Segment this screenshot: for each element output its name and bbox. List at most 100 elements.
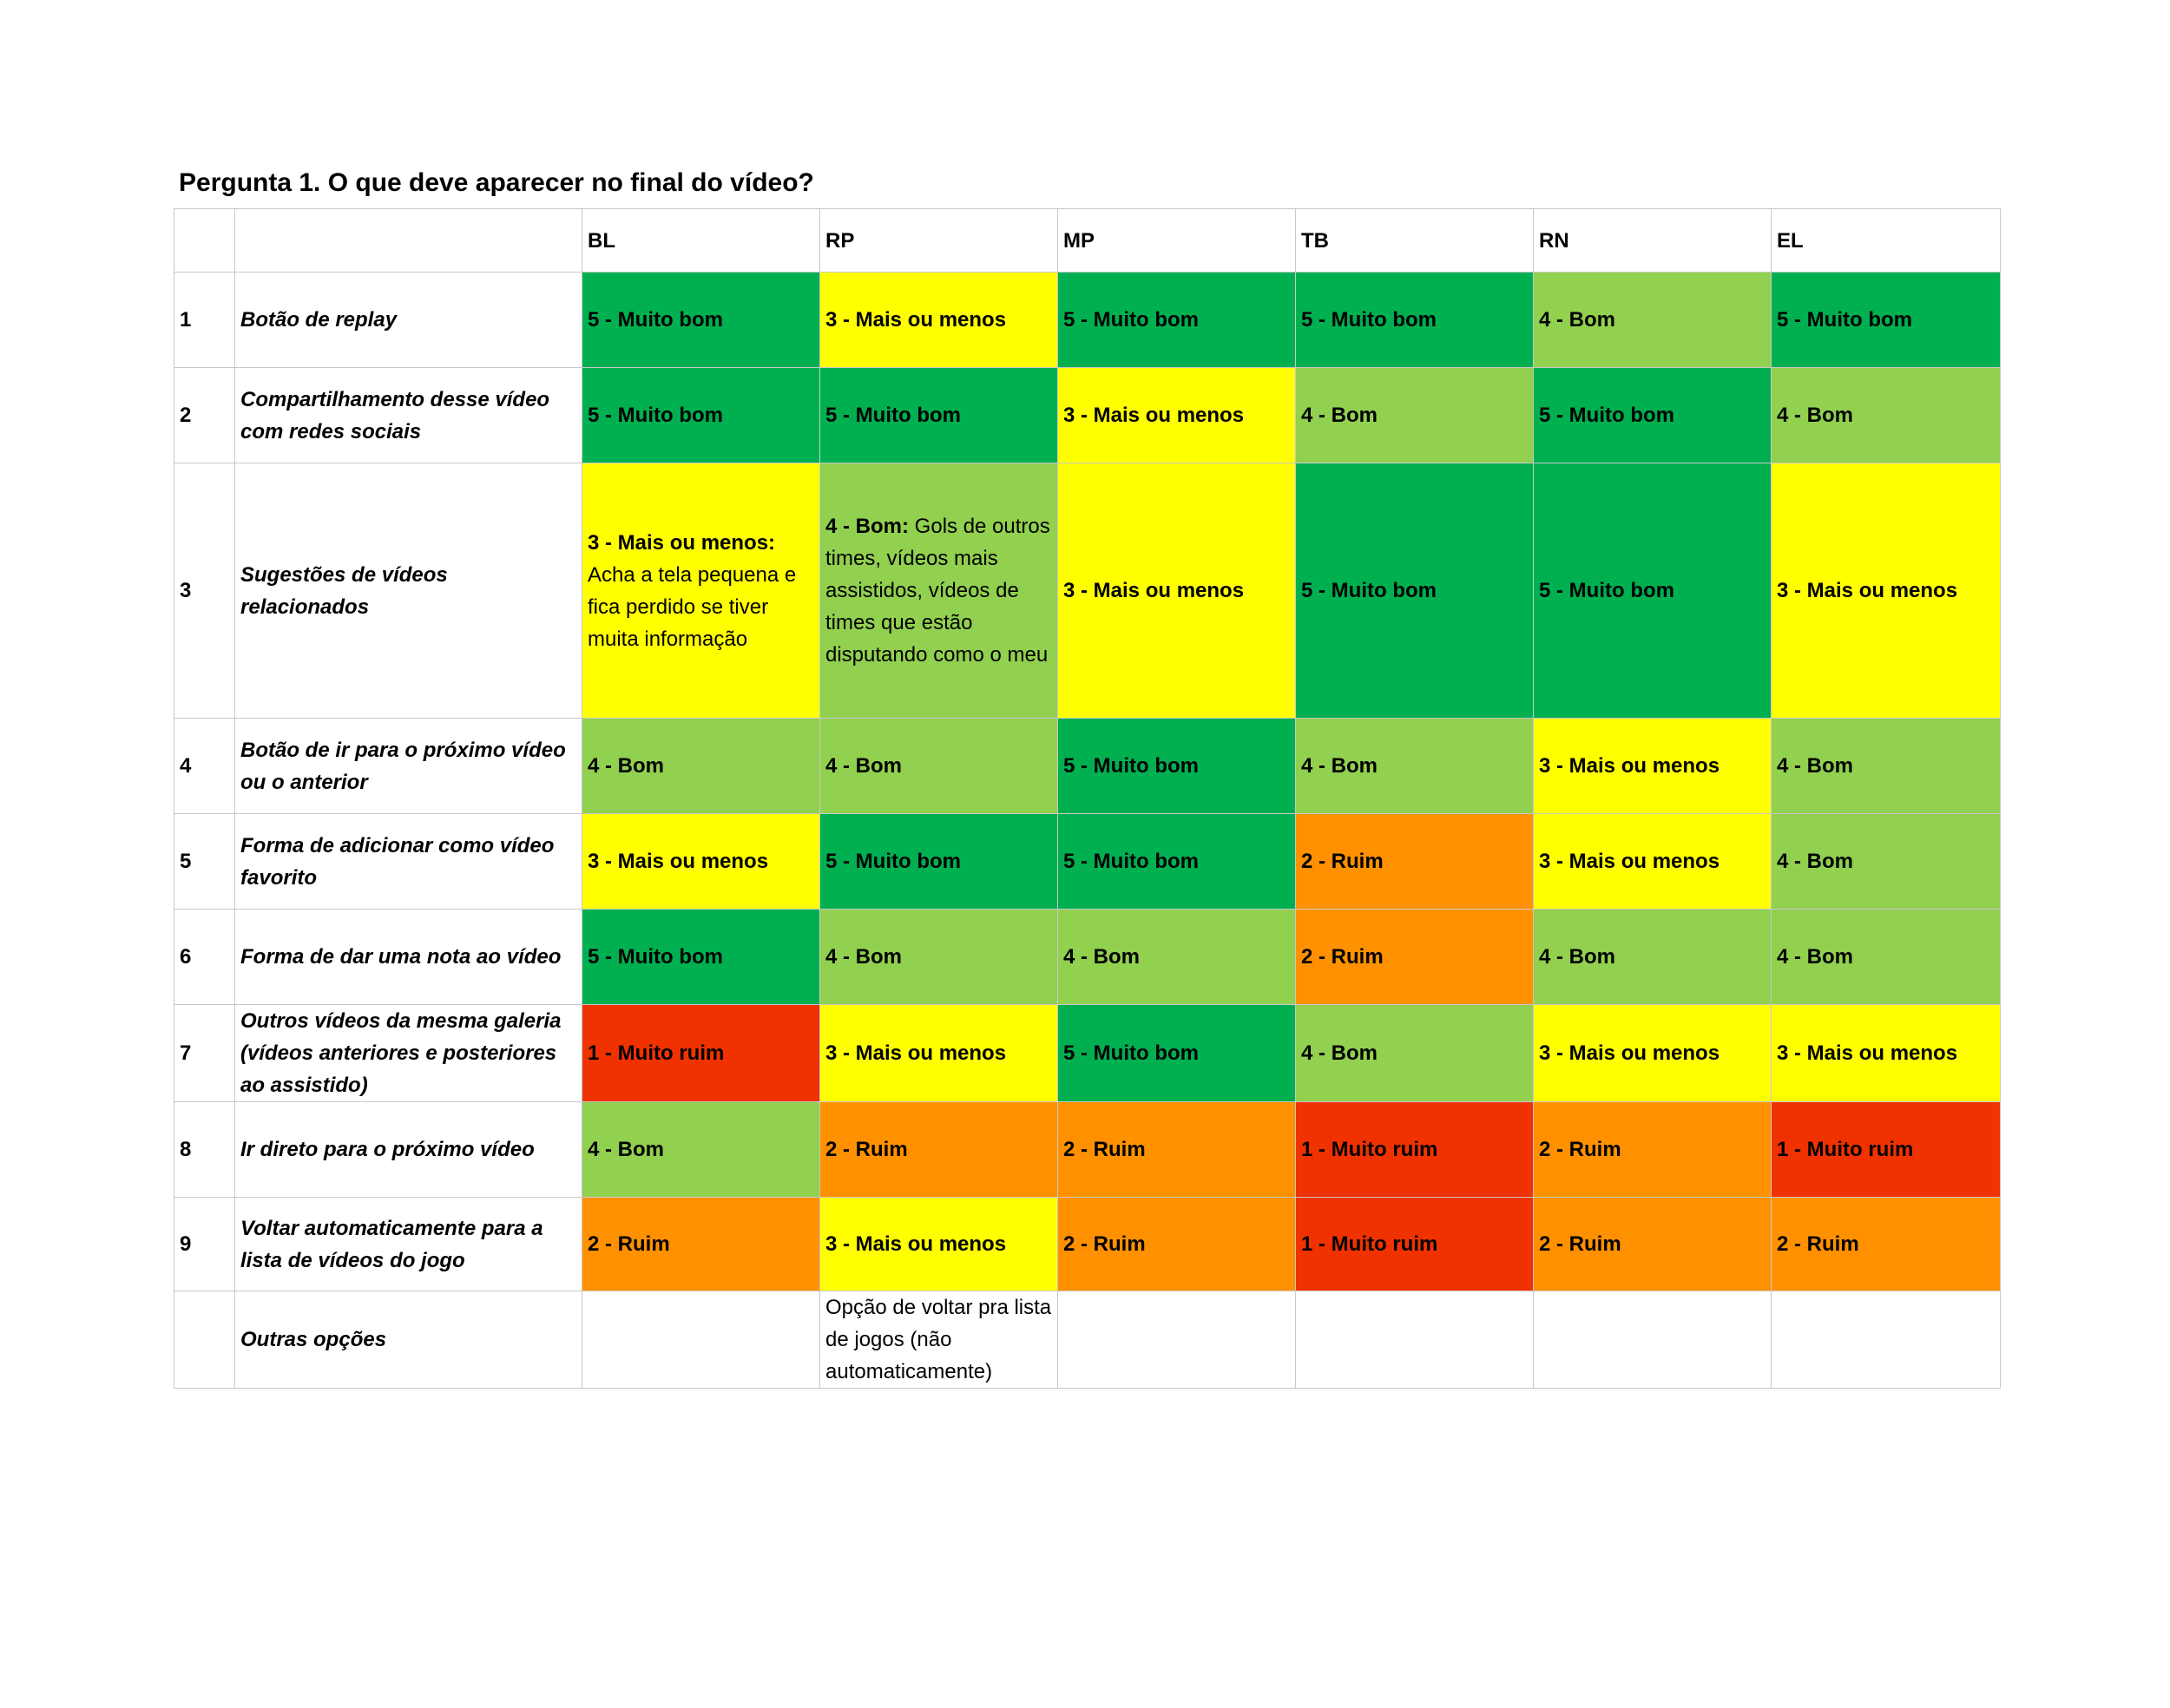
rating-cell: 1 - Muito ruim [1295, 1197, 1534, 1291]
rating-label: 4 - Bom [1063, 945, 1141, 969]
other-option-cell [1295, 1291, 1534, 1389]
rating-cell: 5 - Muito bom [1057, 718, 1296, 814]
rating-label: 5 - Muito bom [1539, 404, 1674, 427]
rating-cell: 5 - Muito bom [819, 367, 1058, 463]
table-row: 5 Forma de adicionar como vídeo favorito 3… [174, 813, 2001, 910]
rating-cell: 2 - Ruim [1295, 909, 1534, 1005]
rating-cell: 3 - Mais ou menos: Acha a tela pequena e… [582, 463, 820, 719]
rating-label: 2 - Ruim [1539, 1138, 1621, 1161]
rating-label: 3 - Mais ou menos [825, 1232, 1007, 1256]
question-label: Botão de ir para o próximo vídeo ou o an… [234, 718, 582, 814]
rating-cell: 4 - Bom [1057, 909, 1296, 1005]
row-number [174, 1291, 235, 1389]
row-number: 8 [174, 1101, 235, 1198]
rating-cell: 3 - Mais ou menos [1057, 463, 1296, 719]
rating-cell: 4 - Bom [819, 718, 1058, 814]
table-body: BL RP MP TB RN EL 1 Botão de replay 5 - Mu… [174, 208, 2001, 1389]
row-number: 9 [174, 1197, 235, 1291]
rating-label: 1 - Muito ruim [1777, 1138, 1914, 1161]
row-number: 3 [174, 463, 235, 719]
row-number: 4 [174, 718, 235, 814]
table-row: 7 Outros vídeos da mesma galeria (vídeos … [174, 1004, 2001, 1102]
column-header: MP [1057, 208, 1296, 273]
rating-cell: 2 - Ruim [1057, 1197, 1296, 1291]
rating-cell: 3 - Mais ou menos [1771, 1004, 2001, 1102]
row-number: 1 [174, 272, 235, 368]
rating-label: 3 - Mais ou menos [825, 308, 1007, 332]
rating-label: 5 - Muito bom [1063, 308, 1199, 332]
rating-label: 4 - Bom: [825, 515, 909, 538]
table-row: 3 Sugestões de vídeos relacionados 3 - Mai… [174, 463, 2001, 719]
rating-label: 4 - Bom [1539, 308, 1616, 332]
rating-label: 3 - Mais ou menos [1777, 1041, 1958, 1065]
column-header: RN [1533, 208, 1772, 273]
rating-label: 5 - Muito bom [1539, 579, 1674, 602]
rating-label: 3 - Mais ou menos [1063, 579, 1245, 602]
rating-label: 2 - Ruim [1777, 1232, 1859, 1256]
rating-label: 3 - Mais ou menos [1539, 850, 1720, 873]
rating-cell: 4 - Bom [1771, 909, 2001, 1005]
rating-label: 4 - Bom [1777, 404, 1854, 427]
question-label: Sugestões de vídeos relacionados [234, 463, 582, 719]
rating-cell: 1 - Muito ruim [582, 1004, 820, 1102]
rating-note: Gols de outros times, vídeos mais assist… [825, 515, 1050, 667]
rating-cell: 2 - Ruim [819, 1101, 1058, 1198]
rating-label: 2 - Ruim [1063, 1138, 1146, 1161]
other-option-cell [1533, 1291, 1772, 1389]
rating-label: 4 - Bom [1301, 404, 1378, 427]
rating-cell: 5 - Muito bom [1295, 463, 1534, 719]
rating-label: 2 - Ruim [825, 1138, 908, 1161]
other-option-cell [1771, 1291, 2001, 1389]
rating-cell: 4 - Bom [1533, 909, 1772, 1005]
rating-cell: 5 - Muito bom [582, 909, 820, 1005]
rating-cell: 5 - Muito bom [1057, 1004, 1296, 1102]
question-label: Ir direto para o próximo vídeo [234, 1101, 582, 1198]
rating-cell: 4 - Bom [819, 909, 1058, 1005]
rating-label: 3 - Mais ou menos [1777, 579, 1958, 602]
rating-cell: 5 - Muito bom [582, 272, 820, 368]
question-label: Outras opções [234, 1291, 582, 1389]
column-header: RP [819, 208, 1058, 273]
rating-cell: 3 - Mais ou menos [1533, 1004, 1772, 1102]
rating-label: 1 - Muito ruim [1301, 1138, 1438, 1161]
column-header: EL [1771, 208, 2001, 273]
row-number: 7 [174, 1004, 235, 1102]
ratings-table: BL RP MP TB RN EL 1 Botão de replay 5 - Mu… [174, 208, 2001, 1389]
rating-note: Acha a tela pequena e fica perdido se ti… [588, 562, 797, 651]
page-title: Pergunta 1. O que deve aparecer no final… [179, 168, 814, 197]
other-option-cell [1057, 1291, 1296, 1389]
rating-cell: 3 - Mais ou menos [819, 1004, 1058, 1102]
rating-label: 1 - Muito ruim [588, 1041, 725, 1065]
rating-cell: 1 - Muito ruim [1295, 1101, 1534, 1198]
header-question-cell [234, 208, 582, 273]
rating-label: 4 - Bom [1777, 850, 1854, 873]
rating-cell: 2 - Ruim [1533, 1197, 1772, 1291]
rating-label: 2 - Ruim [1539, 1232, 1621, 1256]
table-row: 2 Compartilhamento desse vídeo com redes … [174, 367, 2001, 463]
row-number: 5 [174, 813, 235, 910]
rating-label: 5 - Muito bom [588, 945, 723, 969]
rating-label: 5 - Muito bom [1063, 754, 1199, 778]
rating-label: 4 - Bom [588, 754, 665, 778]
rating-cell: 4 - Bom [1295, 367, 1534, 463]
rating-label: 3 - Mais ou menos [1539, 754, 1720, 778]
rating-cell: 1 - Muito ruim [1771, 1101, 2001, 1198]
rating-label: 3 - Mais ou menos [1539, 1041, 1720, 1065]
rating-label: 5 - Muito bom [1063, 1041, 1199, 1065]
table-row: 4 Botão de ir para o próximo vídeo ou o a… [174, 718, 2001, 814]
rating-label: 5 - Muito bom [1301, 579, 1437, 602]
other-options-row: Outras opções Opção de voltar pra lista d… [174, 1291, 2001, 1389]
other-option-cell: Opção de voltar pra lista de jogos (não … [819, 1291, 1058, 1389]
rating-label: 5 - Muito bom [1063, 850, 1199, 873]
header-num-cell [174, 208, 235, 273]
rating-label: 4 - Bom [1301, 1041, 1378, 1065]
table-row: 8 Ir direto para o próximo vídeo 4 - Bom 2 … [174, 1101, 2001, 1198]
rating-label: 3 - Mais ou menos [588, 850, 769, 873]
rating-label: 2 - Ruim [1301, 850, 1384, 873]
rating-cell: 4 - Bom [1295, 1004, 1534, 1102]
rating-label: 2 - Ruim [1301, 945, 1384, 969]
rating-label: 4 - Bom [1539, 945, 1616, 969]
rating-label: 4 - Bom [588, 1138, 665, 1161]
rating-cell: 3 - Mais ou menos [819, 272, 1058, 368]
rating-label: 5 - Muito bom [588, 308, 723, 332]
